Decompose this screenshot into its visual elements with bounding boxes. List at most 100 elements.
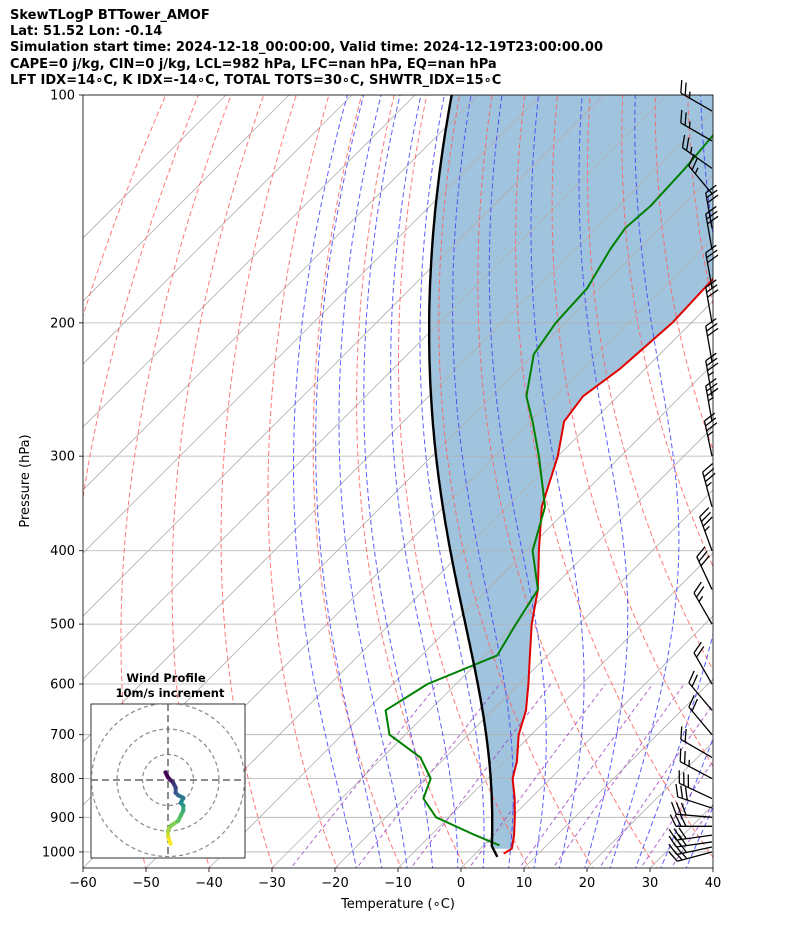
wind-barb-feather [679, 748, 682, 762]
wind-barb-feather [678, 834, 687, 846]
wind-barb-feather [673, 828, 682, 840]
x-tick-label: 10 [516, 876, 533, 891]
stability-indices-line: LFT IDX=14∘C, K IDX=-14∘C, TOTAL TOTS=30… [10, 72, 502, 88]
y-tick-label: 500 [50, 618, 75, 633]
wind-barb-feather [684, 728, 687, 742]
y-tick-label: 100 [50, 89, 75, 104]
moist-adiabat-line [452, 95, 514, 868]
x-tick-label: −20 [321, 876, 348, 891]
moist-adiabat-line [390, 95, 459, 868]
isotherm-gridline [83, 95, 605, 617]
hodograph-trace-segment [163, 770, 170, 780]
wind-barb-half-feather [707, 396, 715, 402]
x-tick-label: 30 [642, 876, 659, 891]
wind-barb-feather [691, 674, 698, 687]
dry-adiabat-line [267, 95, 338, 868]
wind-barb-feather [669, 814, 677, 827]
wind-barb-half-feather [707, 371, 715, 377]
x-tick-label: 0 [457, 876, 465, 891]
mixing-ratio-line [356, 683, 501, 868]
wind-barb [688, 695, 713, 736]
parcel-profile-line [428, 95, 499, 858]
dry-adiabat-line [720, 78, 794, 871]
wind-barb [675, 783, 713, 809]
y-tick-label: 700 [50, 728, 75, 743]
mixing-ratio-line [640, 760, 713, 868]
wind-barb-feather [707, 362, 719, 372]
wind-barb-staff [688, 165, 713, 195]
wind-barb-feather [706, 249, 718, 259]
wind-barb [693, 581, 713, 625]
wind-barb-feather [706, 210, 718, 220]
wind-barb [668, 834, 713, 848]
wind-barb-staff [693, 592, 713, 625]
wind-barb-staff [680, 738, 713, 758]
wind-barb-feather [705, 318, 717, 327]
isotherm-gridline [83, 95, 542, 554]
wind-barb [705, 184, 719, 229]
wind-barb [681, 134, 713, 169]
mixing-ratio-line [290, 683, 438, 868]
simulation-time-line: Simulation start time: 2024-12-18_00:00:… [10, 40, 603, 56]
wind-barb-feather [707, 254, 719, 264]
wind-barb-feather [670, 801, 677, 815]
moist-adiabat-line [363, 95, 434, 868]
wind-barb [678, 770, 713, 800]
wind-barb-feather [699, 507, 710, 518]
wind-barb-feather [704, 412, 716, 422]
hodograph-title: Wind Profile [126, 671, 206, 685]
wind-barb [705, 377, 719, 422]
wind-barb-staff [680, 92, 713, 112]
wind-barb [705, 205, 719, 250]
moist-adiabat-line [293, 95, 357, 868]
isotherm-gridline [83, 95, 227, 239]
isotherm-gridline [460, 615, 713, 868]
wind-barb-feather [706, 189, 718, 199]
wind-barb [668, 827, 713, 841]
wind-barb-feather [674, 814, 682, 827]
dry-adiabat-line [356, 95, 466, 868]
wind-barb-staff [676, 846, 713, 856]
y-tick-label: 600 [50, 678, 75, 693]
wind-barb-feather [705, 244, 717, 254]
moist-adiabat-line [609, 95, 680, 868]
isotherm-gridline [83, 95, 290, 302]
x-tick-label: 40 [705, 876, 722, 891]
wind-barb-half-feather [690, 146, 693, 154]
wind-barb-staff [677, 796, 713, 809]
wind-barb-feather [673, 835, 682, 847]
convective-params-line: CAPE=0 j/kg, CIN=0 j/kg, LCL=982 hPa, LF… [10, 56, 497, 72]
wind-barb-staff [705, 192, 713, 229]
dry-adiabat-line [784, 78, 794, 871]
wind-barb-feather [705, 377, 717, 387]
mixing-ratio-line [410, 683, 552, 868]
wind-barb [680, 726, 713, 758]
isotherm-gridline [83, 95, 353, 365]
dry-adiabat-line [120, 95, 232, 868]
isotherm-gridline [712, 867, 713, 868]
wind-barb-feather [668, 835, 677, 848]
wind-barb-feather [688, 695, 695, 708]
x-tick-label: −40 [195, 876, 222, 891]
y-axis-label: Pressure (hPa) [18, 434, 33, 527]
wind-barb-half-feather [706, 481, 712, 488]
wind-barb-staff [705, 287, 713, 323]
wind-barb-staff [703, 420, 713, 457]
y-tick-label: 300 [50, 450, 75, 465]
wind-barb-feather [678, 827, 687, 840]
dry-adiabat-line [312, 95, 402, 868]
wind-barb-half-feather [694, 167, 699, 175]
wind-barb-staff [705, 326, 713, 362]
wind-barb-staff [679, 782, 713, 800]
dry-adiabat-line [477, 95, 658, 868]
dry-adiabat-line [586, 95, 713, 671]
dewpoint-profile-line [384, 133, 713, 847]
wind-barb-feather [706, 422, 718, 432]
dry-adiabat-line [438, 95, 594, 868]
dry-adiabat-line [551, 95, 713, 767]
wind-barb [699, 507, 713, 551]
mixing-ratio-line [468, 683, 606, 868]
wind-barb-staff [705, 213, 713, 250]
wind-barb-feather [707, 327, 719, 337]
wind-barb-staff [679, 761, 713, 780]
